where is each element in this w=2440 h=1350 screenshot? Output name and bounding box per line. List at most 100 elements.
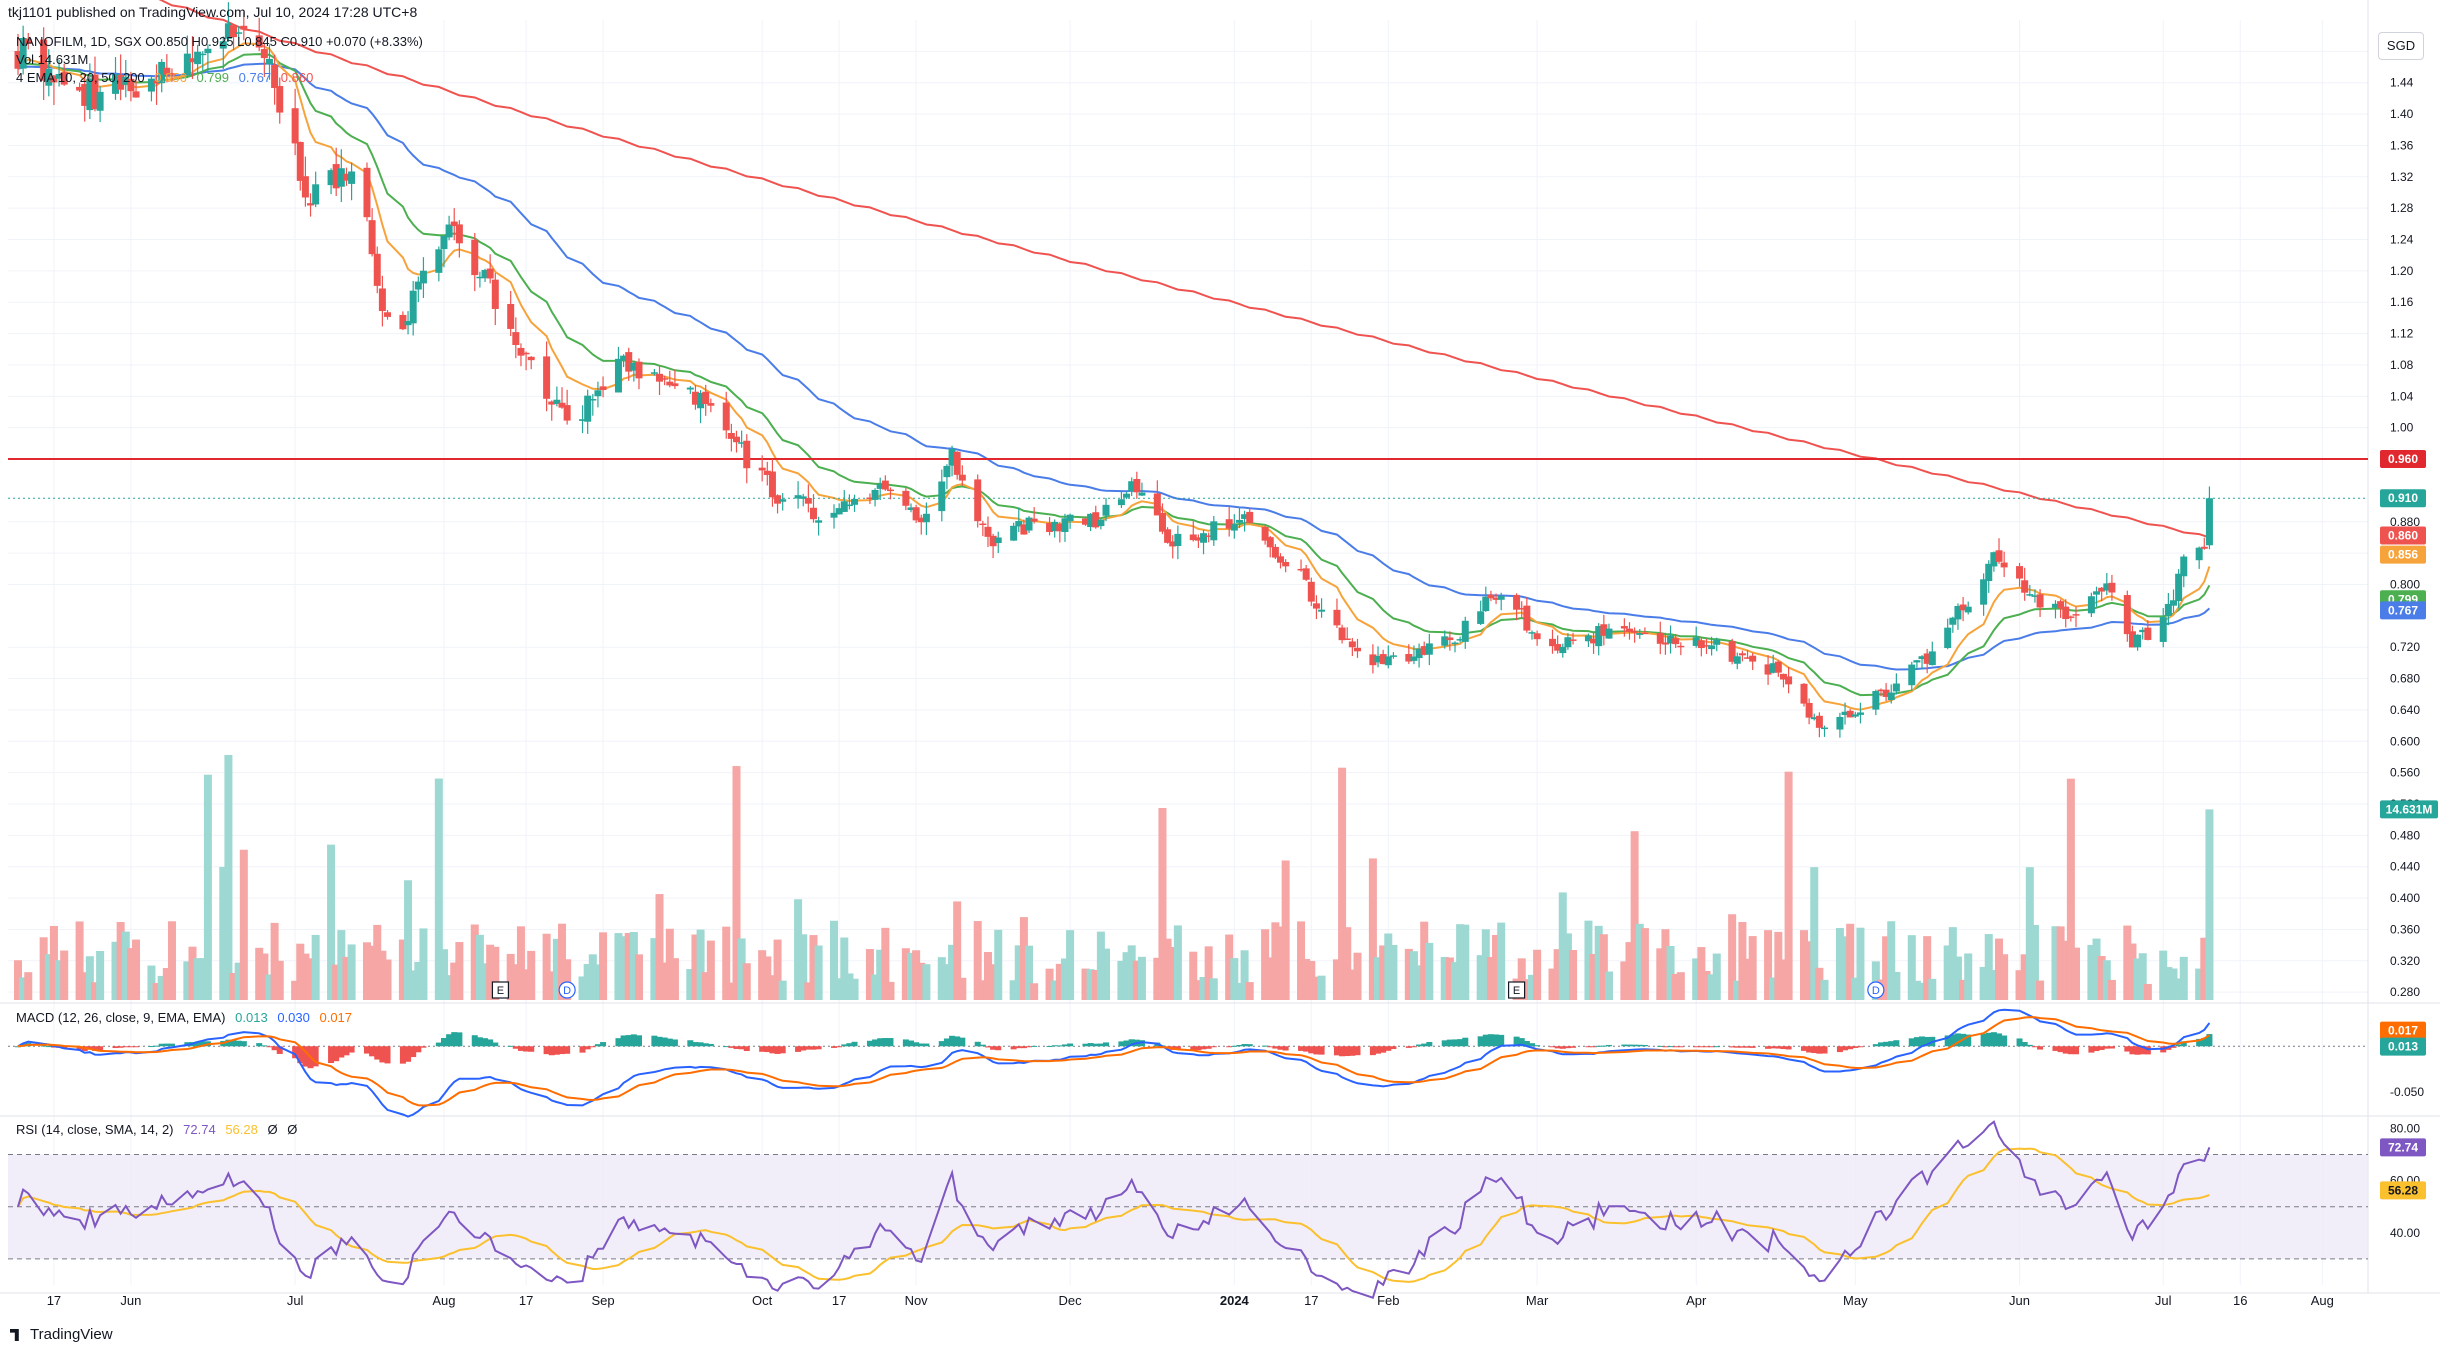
- macd-histogram-bar: [1800, 1046, 1807, 1051]
- macd-histogram-bar: [117, 1046, 124, 1048]
- candle-body: [815, 520, 823, 523]
- macd-histogram-bar: [738, 1046, 745, 1050]
- macd-histogram-bar: [815, 1046, 822, 1050]
- candle-body: [1908, 664, 1916, 686]
- macd-histogram-bar: [1421, 1043, 1428, 1047]
- price-tag: [2380, 601, 2426, 620]
- macd-histogram-bar: [697, 1042, 704, 1047]
- candle-body: [1877, 689, 1885, 692]
- volume-bar: [1420, 921, 1429, 1000]
- volume-bar: [167, 921, 176, 1000]
- volume-legend[interactable]: Vol 14.631M: [16, 52, 94, 67]
- macd-histogram-bar: [620, 1035, 627, 1047]
- volume-bar: [342, 956, 351, 1000]
- volume-bar: [2195, 968, 2204, 1000]
- candle-body: [14, 51, 22, 69]
- macd-histogram-bar: [91, 1046, 98, 1051]
- candle-body: [2103, 583, 2111, 591]
- macd-histogram-bar: [1267, 1046, 1274, 1048]
- volume-bar: [1553, 949, 1562, 1000]
- candle-body: [1779, 673, 1787, 680]
- volume-bar: [19, 977, 28, 1000]
- candle-body: [733, 436, 741, 443]
- volume-bar: [1014, 945, 1023, 1000]
- volume-bar: [1964, 953, 1973, 1000]
- candle-body: [1846, 710, 1854, 718]
- candle-body: [1944, 627, 1952, 649]
- macd-histogram-bar: [1749, 1046, 1756, 1048]
- volume-bar: [126, 948, 135, 1000]
- volume-bar: [116, 922, 125, 1000]
- macd-histogram-bar: [168, 1043, 175, 1047]
- macd-histogram-bar: [938, 1041, 945, 1047]
- candle-body: [1343, 638, 1351, 641]
- candle-body: [1774, 661, 1782, 673]
- candle-body: [671, 383, 679, 387]
- macd-legend[interactable]: MACD (12, 26, close, 9, EMA, EMA) 0.013 …: [16, 1010, 358, 1025]
- macd-histogram-bar: [122, 1046, 129, 1048]
- macd-histogram-bar: [1477, 1036, 1484, 1047]
- candle-body: [548, 401, 556, 405]
- candle-body: [2200, 546, 2208, 549]
- candle-body: [455, 224, 463, 244]
- candle-body: [2175, 573, 2183, 602]
- volume-bar: [373, 924, 382, 1000]
- volume-bar: [481, 963, 490, 1000]
- candle-body: [60, 72, 68, 85]
- macd-histogram-bar: [923, 1043, 930, 1047]
- volume-bar: [39, 937, 48, 1000]
- candle-body: [271, 65, 279, 88]
- candle-body: [45, 68, 53, 86]
- candle-body: [1015, 521, 1023, 527]
- volume-bar: [696, 929, 705, 1000]
- volume-bar: [404, 880, 413, 1000]
- candle-body: [845, 504, 853, 507]
- volume-legend-title: Vol 14.631M: [16, 52, 89, 67]
- volume-bar: [1707, 974, 1716, 1000]
- volume-bar: [2066, 778, 2075, 1000]
- candle-body: [2072, 614, 2080, 616]
- ema-legend[interactable]: 4 EMA 10, 20, 50, 200 0.856 0.799 0.767 …: [16, 70, 319, 85]
- volume-bar: [1158, 807, 1167, 1000]
- macd-histogram-bar: [666, 1038, 673, 1047]
- candle-body: [2195, 547, 2203, 561]
- tradingview-logo[interactable]: TradingView: [10, 1326, 113, 1343]
- candle-body: [2139, 629, 2147, 633]
- candle-body: [122, 76, 130, 85]
- volume-bar: [665, 928, 674, 1000]
- volume-bar: [2056, 926, 2065, 1000]
- candle-body: [1564, 637, 1572, 648]
- volume-bar: [850, 978, 859, 1000]
- candle-body: [168, 73, 176, 76]
- rsi-value: 72.74: [183, 1122, 216, 1137]
- volume-bar: [1846, 923, 1855, 1000]
- rsi-legend[interactable]: RSI (14, close, SMA, 14, 2) 72.74 56.28 …: [16, 1122, 303, 1137]
- macd-histogram-bar: [512, 1046, 519, 1049]
- macd-histogram-bar: [1600, 1045, 1607, 1047]
- volume-bar: [1984, 934, 1993, 1000]
- volume-bar: [2164, 967, 2173, 1000]
- volume-bar: [886, 981, 895, 1000]
- candle-body: [722, 402, 730, 431]
- volume-bar: [1533, 949, 1542, 1000]
- volume-bar: [470, 924, 479, 1000]
- volume-bar: [1281, 860, 1290, 1000]
- macd-histogram-bar: [1046, 1046, 1053, 1048]
- macd-histogram-bar: [2021, 1042, 2028, 1047]
- candle-body: [384, 312, 392, 317]
- macd-histogram-bar: [954, 1036, 961, 1047]
- macd-histogram-bar: [379, 1046, 386, 1063]
- candle-body: [1569, 639, 1577, 641]
- volume-bar: [275, 960, 284, 1000]
- macd-histogram-bar: [297, 1046, 304, 1064]
- ema200-value: 0.860: [280, 70, 314, 85]
- main-legend[interactable]: NANOFILM, 1D, SGX O0.850 H0.925 L0.845 C…: [16, 34, 429, 49]
- volume-bar: [311, 934, 320, 1000]
- currency-button[interactable]: SGD: [2378, 32, 2424, 60]
- candle-body: [471, 239, 479, 276]
- candle-body: [702, 391, 710, 405]
- candle-body: [738, 442, 746, 444]
- candle-body: [1384, 656, 1392, 666]
- macd-histogram-bar: [1780, 1046, 1787, 1050]
- macd-histogram-bar: [1605, 1044, 1612, 1047]
